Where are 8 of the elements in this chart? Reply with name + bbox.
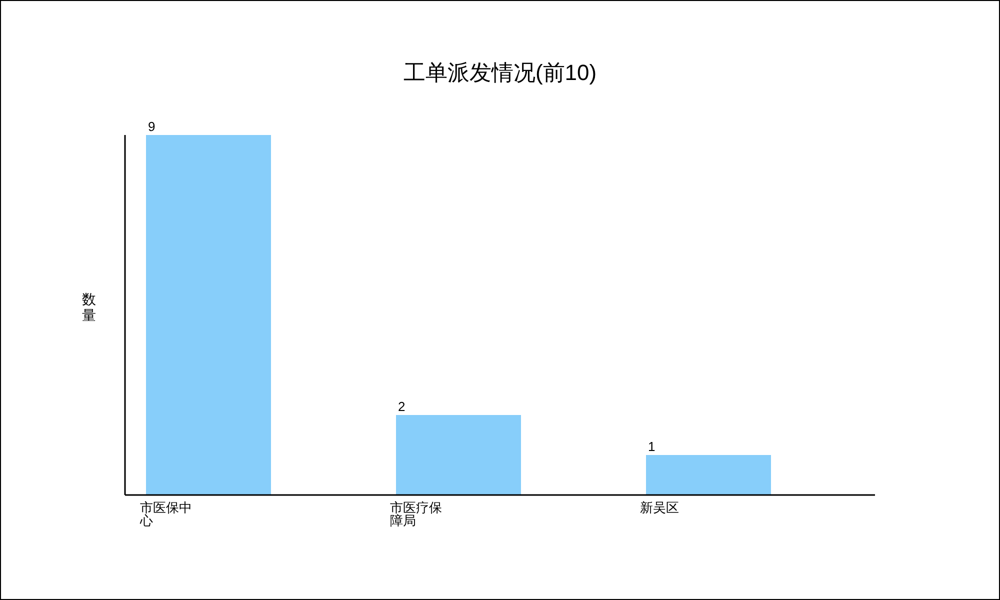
data-label: 1 bbox=[648, 439, 656, 454]
x-tick-label: 市医疗保障局 bbox=[390, 500, 442, 528]
data-label: 2 bbox=[398, 399, 406, 414]
chart-title: 工单派发情况(前10) bbox=[403, 60, 597, 85]
x-tick-label: 新吴区 bbox=[640, 500, 679, 515]
data-label: 9 bbox=[148, 119, 156, 134]
x-tick-label: 市医保中心 bbox=[139, 500, 192, 528]
y-axis-title: 数量 bbox=[82, 291, 96, 323]
